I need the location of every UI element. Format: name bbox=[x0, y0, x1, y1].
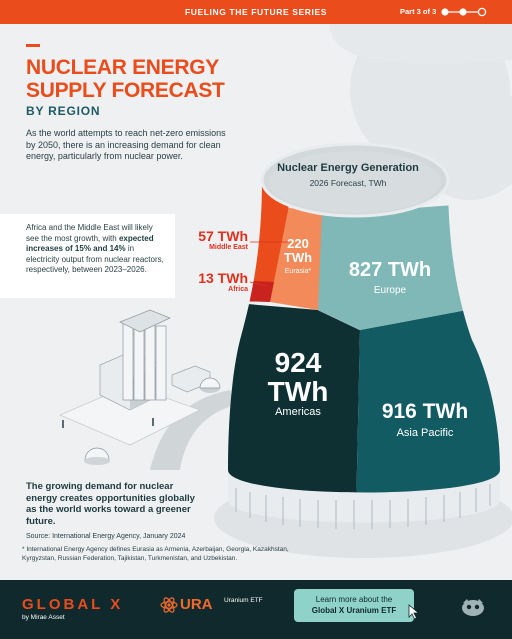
label-africa: 13 TWh Africa bbox=[198, 270, 248, 294]
americas-name: Americas bbox=[275, 406, 321, 418]
cursor-icon bbox=[408, 604, 420, 620]
asia-pacific-name: Asia Pacific bbox=[396, 427, 454, 439]
progress-dots-icon bbox=[441, 7, 487, 17]
atom-icon bbox=[160, 597, 178, 613]
page-title: NUCLEAR ENERGY SUPPLY FORECAST bbox=[26, 56, 225, 102]
growth-callout: Africa and the Middle East will likely s… bbox=[0, 214, 175, 298]
europe-name: Europe bbox=[373, 285, 407, 296]
label-middle-east: 57 TWh Middle East bbox=[198, 228, 248, 252]
ura-description: Uranium ETF bbox=[224, 597, 263, 604]
footnote-text: * International Energy Agency defines Eu… bbox=[22, 546, 289, 562]
mascot-icon bbox=[462, 599, 484, 616]
top-bar: FUELING THE FUTURE SERIES Part 3 of 3 bbox=[0, 0, 512, 24]
eurasia-value: 220 TWh bbox=[283, 236, 313, 265]
intro-text: As the world attempts to reach net-zero … bbox=[26, 128, 226, 161]
segment-asia-pacific bbox=[355, 300, 500, 493]
part-indicator: Part 3 of 3 bbox=[400, 7, 437, 16]
global-x-tagline: by Mirae Asset bbox=[22, 614, 65, 621]
asia-pacific-value: 916 TWh bbox=[381, 400, 469, 423]
page-subtitle: BY REGION bbox=[26, 104, 101, 118]
cooling-tower-illustration bbox=[58, 24, 512, 558]
segment-americas bbox=[228, 300, 360, 493]
source-text: Source: International Energy Agency, Jan… bbox=[26, 533, 186, 540]
title-accent-dash bbox=[26, 44, 40, 47]
chart-subtitle: 2026 Forecast, TWh bbox=[309, 178, 387, 188]
footer-bar bbox=[0, 580, 512, 639]
series-title: FUELING THE FUTURE SERIES bbox=[184, 7, 328, 17]
closing-text: The growing demand for nuclear energy cr… bbox=[26, 481, 195, 527]
chart-title: Nuclear Energy Generation bbox=[277, 162, 419, 174]
global-x-logo[interactable]: GLOBAL X bbox=[22, 596, 124, 613]
eurasia-name: Eurasia* bbox=[284, 268, 312, 275]
ura-ticker: URA bbox=[180, 596, 213, 613]
europe-value: 827 TWh bbox=[348, 259, 432, 281]
learn-more-button[interactable]: Learn more about the Global X Uranium ET… bbox=[294, 589, 414, 622]
americas-value: 924 TWh bbox=[267, 347, 329, 407]
segment-eurasia bbox=[270, 208, 322, 310]
